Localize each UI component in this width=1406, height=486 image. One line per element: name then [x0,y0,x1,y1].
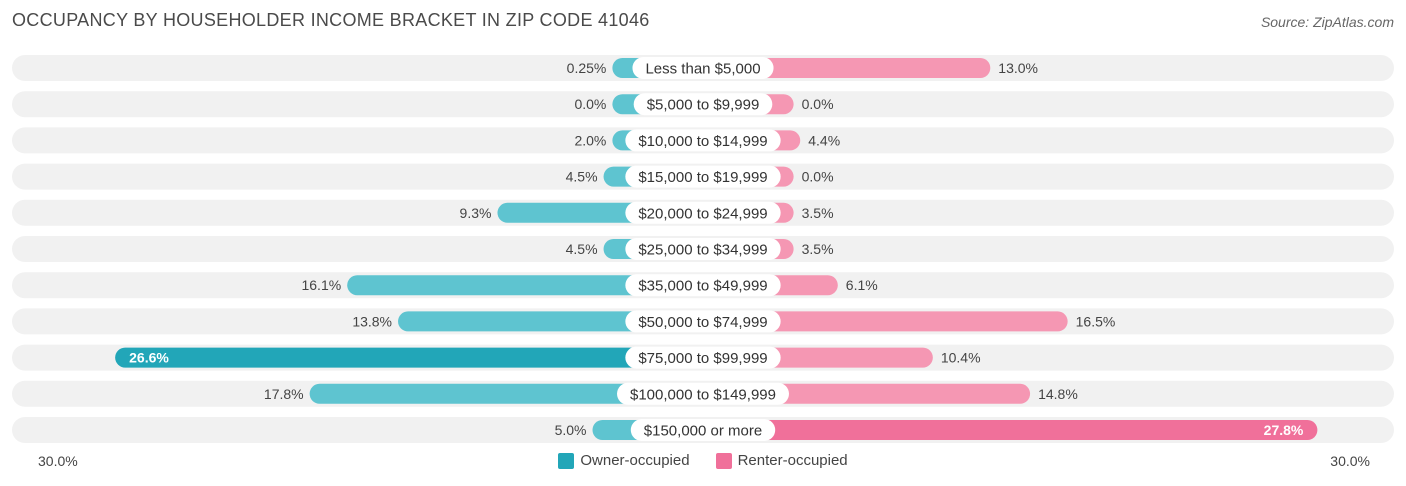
category-pill [630,419,776,441]
bar-renter [703,311,1068,332]
category-label: $10,000 to $14,999 [638,133,767,150]
value-label-renter: 16.5% [1076,313,1116,329]
bar-owner [115,347,703,368]
bar-renter [703,420,1318,440]
category-label: $5,000 to $9,999 [647,97,760,114]
legend-label-renter: Renter-occupied [737,452,848,469]
category-label: Less than $5,000 [645,61,760,78]
value-label-renter: 27.8% [1264,422,1304,438]
value-label-renter: 3.5% [802,241,834,257]
bar-renter [703,58,991,78]
legend-label-owner: Owner-occupied [580,452,690,469]
chart-row: 2.0% 4.4% $10,000 to $14,999 [12,127,1394,154]
bar-owner [309,383,703,404]
category-label: $100,000 to $149,999 [630,386,776,403]
value-label-owner: 2.0% [574,132,606,148]
chart-row: 0.25% 13.0% Less than $5,000 [12,55,1394,81]
value-label-renter: 3.5% [802,205,834,221]
value-label-owner: 26.6% [129,350,169,366]
chart-row: 5.0% 27.8% $150,000 or more [12,417,1394,443]
axis-right-label: 30.0% [1330,453,1370,469]
category-pill [632,57,774,79]
legend-swatch-renter [715,452,732,469]
category-label: $15,000 to $19,999 [638,169,767,186]
value-label-renter: 10.4% [941,350,981,366]
category-label: $35,000 to $49,999 [638,278,767,295]
value-label-renter: 6.1% [846,277,878,293]
category-label: $75,000 to $99,999 [638,350,767,367]
category-pill [625,238,781,260]
legend-item-renter: Renter-occupied [715,452,848,469]
chart-row: 9.3% 3.5% $20,000 to $24,999 [12,199,1394,226]
axis-left-label: 30.0% [38,453,78,469]
chart-row: 17.8% 14.8% $100,000 to $149,999 [12,380,1394,407]
value-label-owner: 9.3% [460,205,492,221]
category-pill [617,382,789,405]
diverging-bar-chart: 0.25% 13.0% Less than $5,000 0.0% 0.0% $5,000… [12,55,1394,443]
category-pill [625,129,781,152]
value-label-owner: 0.0% [574,96,606,112]
category-label: $25,000 to $34,999 [638,242,767,259]
value-label-owner: 16.1% [301,277,341,293]
value-label-owner: 4.5% [566,241,598,257]
chart-row: 16.1% 6.1% $35,000 to $49,999 [12,272,1394,299]
chart-row: 26.6% 10.4% $75,000 to $99,999 [12,344,1394,371]
legend-item-owner: Owner-occupied [558,452,690,469]
chart-row: 4.5% 0.0% $15,000 to $19,999 [12,163,1394,190]
legend-swatch-owner [558,452,575,469]
category-pill [633,93,773,116]
value-label-owner: 5.0% [555,422,587,438]
value-label-renter: 14.8% [1038,386,1078,402]
value-label-owner: 13.8% [352,313,392,329]
category-pill [625,346,781,369]
category-pill [625,310,781,333]
chart-title: OCCUPANCY BY HOUSEHOLDER INCOME BRACKET … [12,10,650,30]
chart-row: 4.5% 3.5% $25,000 to $34,999 [12,236,1394,262]
value-label-renter: 4.4% [808,132,840,148]
legend: Owner-occupied Renter-occupied [0,452,1406,469]
value-label-owner: 0.25% [567,60,607,76]
category-label: $150,000 or more [644,423,762,440]
value-label-renter: 0.0% [802,169,834,185]
category-pill [625,201,781,224]
value-label-owner: 17.8% [264,386,304,402]
value-label-renter: 0.0% [802,96,834,112]
category-label: $20,000 to $24,999 [638,205,767,222]
source-credit: Source: ZipAtlas.com [1260,14,1394,30]
chart-row: 0.0% 0.0% $5,000 to $9,999 [12,91,1394,118]
value-label-owner: 4.5% [566,169,598,185]
category-label: $50,000 to $74,999 [638,314,767,331]
category-pill [625,274,781,297]
bar-owner [347,275,703,296]
value-label-renter: 13.0% [998,60,1038,76]
category-pill [625,165,781,188]
chart-row: 13.8% 16.5% $50,000 to $74,999 [12,308,1394,335]
